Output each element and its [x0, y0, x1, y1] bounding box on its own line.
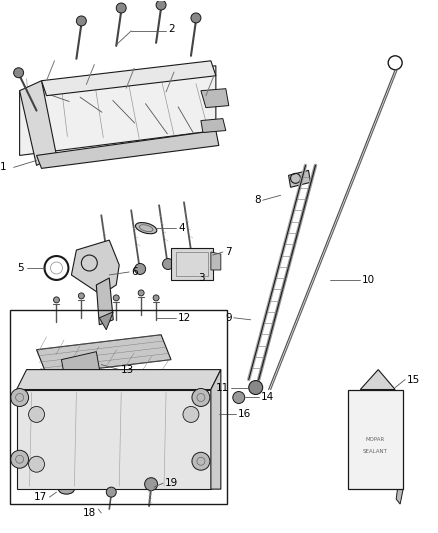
- Circle shape: [192, 453, 210, 470]
- Circle shape: [192, 389, 210, 407]
- Text: 12: 12: [178, 313, 191, 323]
- Ellipse shape: [58, 484, 74, 494]
- Circle shape: [187, 255, 198, 266]
- Text: SEALANT: SEALANT: [363, 449, 388, 454]
- Polygon shape: [36, 335, 171, 375]
- Polygon shape: [211, 369, 221, 489]
- Polygon shape: [396, 484, 403, 504]
- Polygon shape: [36, 131, 219, 168]
- Circle shape: [14, 68, 24, 78]
- Text: 17: 17: [34, 492, 47, 502]
- Polygon shape: [42, 61, 216, 95]
- Circle shape: [191, 13, 201, 23]
- Circle shape: [28, 456, 45, 472]
- Circle shape: [105, 269, 116, 279]
- Bar: [176, 252, 208, 276]
- Ellipse shape: [59, 419, 124, 469]
- Circle shape: [11, 450, 28, 468]
- Text: 16: 16: [238, 409, 251, 419]
- Polygon shape: [99, 312, 113, 330]
- Text: 8: 8: [254, 195, 261, 205]
- Text: 3: 3: [198, 273, 205, 283]
- Text: 11: 11: [215, 383, 229, 392]
- Circle shape: [76, 16, 86, 26]
- Text: MOPAR: MOPAR: [366, 437, 385, 442]
- Polygon shape: [17, 369, 221, 390]
- Text: 19: 19: [165, 478, 178, 488]
- Polygon shape: [20, 66, 216, 156]
- Text: 4: 4: [178, 223, 185, 233]
- Circle shape: [28, 407, 45, 422]
- Circle shape: [138, 290, 144, 296]
- Text: 14: 14: [261, 392, 274, 402]
- Circle shape: [249, 381, 263, 394]
- Ellipse shape: [135, 223, 157, 234]
- Polygon shape: [201, 88, 229, 108]
- Text: 9: 9: [225, 313, 232, 323]
- Bar: [10, 310, 227, 504]
- Text: 1: 1: [0, 163, 7, 172]
- Circle shape: [78, 293, 85, 299]
- Text: 5: 5: [17, 263, 24, 273]
- Polygon shape: [360, 369, 395, 390]
- Circle shape: [116, 3, 126, 13]
- Circle shape: [162, 259, 173, 270]
- Text: 7: 7: [225, 247, 231, 257]
- Polygon shape: [71, 240, 119, 295]
- Circle shape: [156, 0, 166, 10]
- Circle shape: [183, 407, 199, 422]
- Text: 18: 18: [83, 508, 96, 518]
- Polygon shape: [17, 390, 211, 489]
- Ellipse shape: [134, 419, 198, 479]
- Polygon shape: [61, 352, 101, 387]
- Polygon shape: [20, 80, 57, 165]
- Circle shape: [53, 297, 60, 303]
- Circle shape: [113, 295, 119, 301]
- Polygon shape: [348, 484, 403, 489]
- Text: 10: 10: [362, 275, 375, 285]
- Circle shape: [11, 389, 28, 407]
- Text: 13: 13: [121, 365, 134, 375]
- Bar: [171, 248, 213, 280]
- Text: 15: 15: [407, 375, 420, 385]
- Circle shape: [106, 487, 116, 497]
- Text: 6: 6: [131, 267, 138, 277]
- Text: 2: 2: [168, 24, 175, 34]
- Bar: [348, 390, 403, 489]
- Circle shape: [153, 295, 159, 301]
- Polygon shape: [201, 118, 226, 133]
- Polygon shape: [96, 278, 113, 325]
- Circle shape: [134, 263, 145, 274]
- Polygon shape: [211, 252, 221, 270]
- Ellipse shape: [145, 430, 187, 468]
- Ellipse shape: [42, 407, 141, 482]
- Circle shape: [233, 392, 245, 403]
- Polygon shape: [289, 171, 311, 187]
- Circle shape: [145, 478, 158, 491]
